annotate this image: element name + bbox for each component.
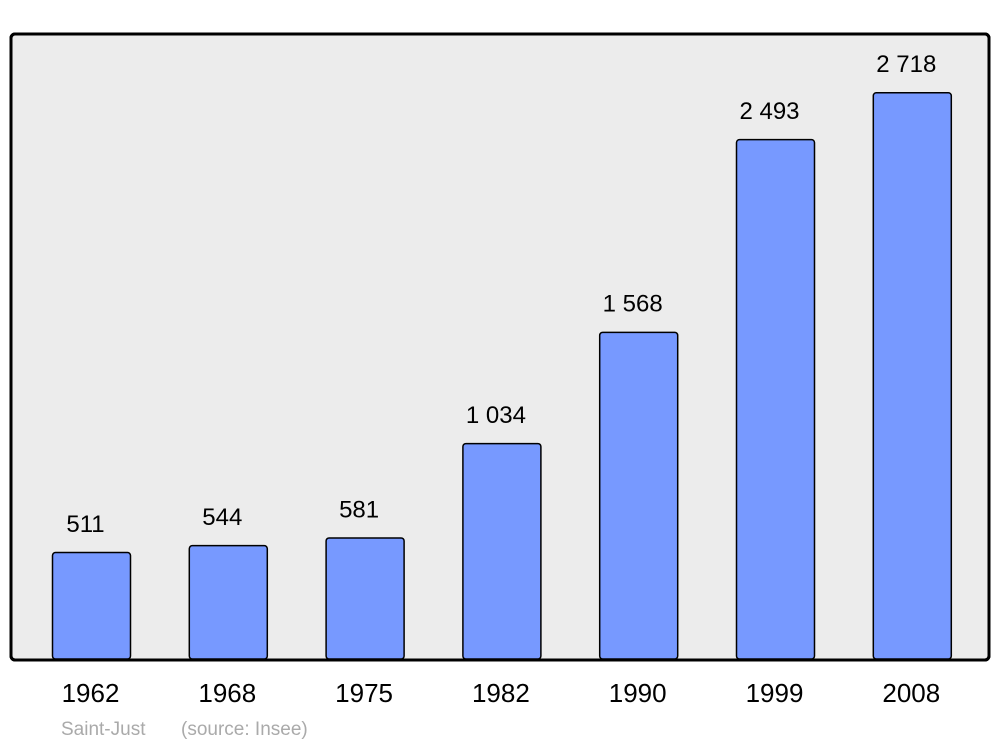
source: (source: Insee) xyxy=(181,719,308,740)
bar xyxy=(462,442,542,660)
x-tick-label: 1982 xyxy=(472,678,530,708)
value-label: 1 568 xyxy=(603,291,663,318)
x-tick-label: 1962 xyxy=(62,678,120,708)
value-label: 1 034 xyxy=(466,402,526,429)
bar xyxy=(735,138,816,660)
value-label: 511 xyxy=(66,511,104,538)
plot-outline xyxy=(9,32,991,662)
caption: Saint-Just xyxy=(61,719,146,740)
x-tick-label: 1968 xyxy=(198,678,256,708)
value-label: 2 493 xyxy=(739,98,799,125)
x-tick-label: 1975 xyxy=(335,678,393,708)
bar xyxy=(188,544,269,660)
bar xyxy=(325,537,405,660)
value-label: 2 718 xyxy=(876,51,936,78)
value-label: 581 xyxy=(339,496,379,523)
x-tick-label: 2008 xyxy=(882,678,940,708)
bar xyxy=(51,551,132,660)
bar xyxy=(872,92,953,660)
bar xyxy=(598,331,679,660)
x-tick-label: 1999 xyxy=(746,678,804,708)
x-tick-label: 1990 xyxy=(609,678,667,708)
value-label: 544 xyxy=(202,504,242,531)
